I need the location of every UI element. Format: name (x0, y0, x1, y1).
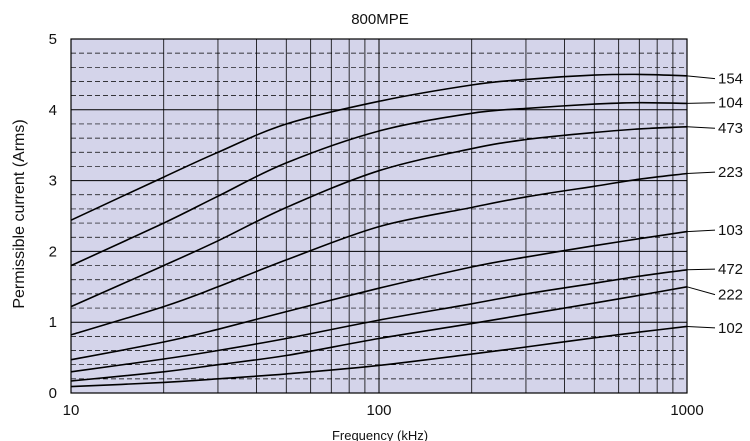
y-tick-label: 5 (49, 31, 57, 48)
series-label-leader (686, 126, 716, 129)
x-tick-label: 1000 (670, 402, 703, 419)
series-label-472: 472 (718, 261, 743, 278)
y-axis-ticks: 0 1 2 3 4 5 (49, 31, 57, 402)
y-tick-label: 2 (49, 243, 57, 260)
series-label-102: 102 (718, 320, 743, 337)
x-tick-label: 100 (366, 402, 391, 419)
chart-title: 800MPE (351, 11, 409, 28)
series-line-472 (70, 269, 688, 373)
series-line-222 (70, 286, 688, 382)
series-labels: 154 104 473 223 103 472 222 102 (686, 71, 743, 337)
series-label-leader (686, 171, 716, 175)
series-line-223 (70, 172, 688, 336)
y-tick-label: 4 (49, 102, 57, 119)
x-tick-label: 10 (63, 402, 80, 419)
plot-frame (70, 38, 688, 394)
x-axis-title: Frequency (kHz) (332, 428, 428, 441)
series-label-leader (686, 102, 716, 104)
series-label-leader (686, 286, 716, 296)
series-line-104 (70, 101, 688, 267)
series-label-473: 473 (718, 120, 743, 137)
series-label-leader (686, 75, 716, 80)
series-line-102 (70, 325, 688, 388)
series-label-104: 104 (718, 95, 743, 112)
series-line-473 (70, 126, 688, 308)
plot-area (70, 38, 688, 394)
series-line-154 (70, 73, 688, 221)
y-tick-label: 0 (49, 385, 57, 402)
y-axis-title: Permissible current (Arms) (11, 119, 28, 308)
series-label-leader (686, 325, 716, 329)
series-label-223: 223 (718, 164, 743, 181)
series-label-leader (686, 229, 716, 233)
series-label-154: 154 (718, 71, 743, 88)
x-axis-ticks: 10 100 1000 (63, 402, 704, 419)
y-tick-label: 3 (49, 173, 57, 190)
series-label-leader (686, 268, 716, 271)
series-label-103: 103 (718, 222, 743, 239)
series-lines (70, 73, 688, 388)
series-label-222: 222 (718, 287, 743, 304)
gridlines (70, 39, 688, 393)
y-tick-label: 1 (49, 314, 57, 331)
series-line-103 (70, 230, 688, 361)
